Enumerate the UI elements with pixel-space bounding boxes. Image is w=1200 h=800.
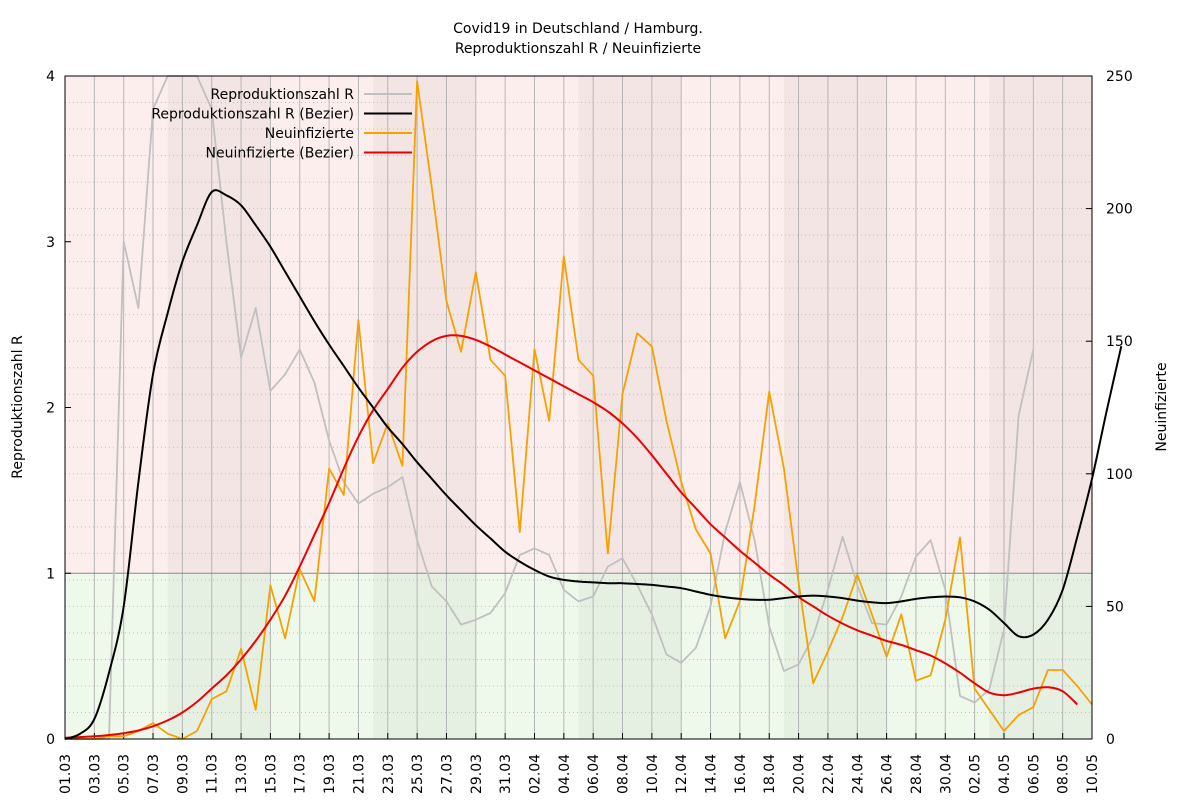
x-tick-label: 25.03	[410, 754, 426, 794]
week-shade	[784, 76, 887, 739]
legend: Reproduktionszahl R Reproduktionszahl R (…	[151, 87, 412, 162]
x-tick-label: 14.04	[704, 754, 720, 794]
x-tick-label: 04.04	[557, 754, 573, 794]
x-tick-label: 01.03	[58, 754, 74, 794]
y-axis-right-label: Neuinfizierte	[1154, 362, 1170, 451]
y-right-tick-label: 0	[1106, 732, 1115, 748]
x-tick-label: 19.03	[322, 754, 338, 794]
series-line-neuinfizierte	[65, 80, 1093, 740]
x-tick-label: 27.03	[439, 754, 455, 794]
x-tick-label: 10.05	[1085, 754, 1101, 794]
x-tick-label: 08.05	[1056, 754, 1072, 794]
x-tick-label: 06.04	[586, 754, 602, 794]
y-left-tick-label: 3	[46, 235, 55, 251]
y-right-tick-label: 50	[1106, 599, 1124, 615]
y-right-tick-label: 100	[1106, 467, 1133, 483]
series-line-reproduktionszahl-r-bezier	[64, 189, 1123, 740]
y-axis-right-ticks: 0 50 100 150 200 250	[1086, 69, 1133, 748]
x-tick-label: 05.03	[117, 754, 133, 794]
legend-label: Reproduktionszahl R (Bezier)	[151, 107, 354, 123]
x-tick-label: 07.03	[146, 754, 162, 794]
legend-label: Neuinfizierte	[265, 126, 354, 142]
x-tick-label: 17.03	[293, 754, 309, 794]
y-left-tick-label: 1	[46, 566, 55, 582]
y-left-tick-label: 4	[46, 69, 55, 85]
x-tick-label: 06.05	[1026, 754, 1042, 794]
y-left-tick-label: 0	[46, 732, 55, 748]
y-right-tick-label: 200	[1106, 202, 1133, 218]
y-right-tick-label: 150	[1106, 334, 1133, 350]
week-shade	[579, 76, 682, 739]
week-shade	[989, 76, 1092, 739]
x-tick-label: 28.04	[909, 754, 925, 794]
x-tick-label: 20.04	[792, 754, 808, 794]
x-tick-label: 29.03	[469, 754, 485, 794]
x-tick-label: 08.04	[616, 754, 632, 794]
y-left-tick-label: 2	[46, 401, 55, 417]
x-tick-label: 10.04	[645, 754, 661, 794]
x-tick-label: 22.04	[821, 754, 837, 794]
series-lines	[64, 75, 1123, 740]
x-tick-label: 03.03	[87, 754, 103, 794]
y-axis-left-label: Reproduktionszahl R	[10, 335, 26, 479]
x-tick-label: 23.03	[381, 754, 397, 794]
x-tick-label: 31.03	[498, 754, 514, 794]
x-tick-label: 26.04	[880, 754, 896, 794]
legend-label: Neuinfizierte (Bezier)	[206, 146, 354, 162]
x-tick-label: 02.04	[527, 754, 543, 794]
x-tick-label: 16.04	[733, 754, 749, 794]
x-axis-ticks: 01.03 03.03 05.03 07.03 09.03 11.03 13.03 15.03…	[58, 733, 1101, 794]
x-tick-label: 12.04	[674, 754, 690, 794]
plot-frame	[64, 75, 1093, 740]
x-tick-label: 09.03	[175, 754, 191, 794]
chart-subtitle: Reproduktionszahl R / Neuinfizierte	[455, 41, 701, 57]
x-tick-label: 04.05	[997, 754, 1013, 794]
legend-label: Reproduktionszahl R	[211, 87, 355, 103]
series-line-reproduktionszahl-r	[65, 75, 1035, 740]
week-shade	[373, 76, 476, 739]
x-tick-label: 24.04	[850, 754, 866, 794]
x-tick-label: 30.04	[938, 754, 954, 794]
y-right-tick-label: 250	[1106, 69, 1133, 85]
x-tick-label: 02.05	[968, 754, 984, 794]
x-tick-label: 11.03	[205, 754, 221, 794]
x-tick-label: 13.03	[234, 754, 250, 794]
x-tick-label: 15.03	[263, 754, 279, 794]
series-line-neuinfizierte-bezier	[64, 334, 1078, 739]
x-tick-label: 21.03	[351, 754, 367, 794]
chart-title: Covid19 in Deutschland / Hamburg.	[453, 21, 703, 37]
x-tick-label: 18.04	[762, 754, 778, 794]
